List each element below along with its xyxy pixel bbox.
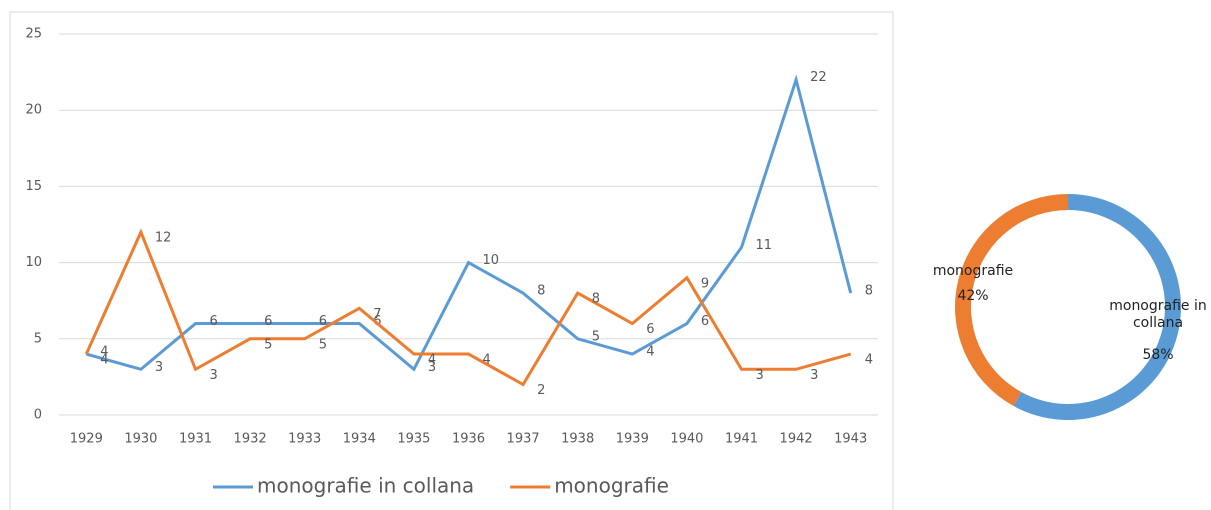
x-tick-label: 1937 (507, 432, 540, 447)
slice-name: monografie in collana (1109, 298, 1207, 331)
data-label: 3 (155, 360, 163, 375)
data-label: 8 (537, 284, 545, 299)
legend-label: monografie (554, 474, 669, 498)
data-label: 3 (810, 368, 818, 383)
x-tick-label: 1941 (725, 432, 758, 447)
x-tick-label: 1943 (834, 432, 867, 447)
donut-slice (955, 194, 1068, 407)
x-tick-label: 1933 (288, 432, 321, 447)
chart-frame (9, 11, 894, 510)
x-tick-label: 1934 (343, 432, 376, 447)
x-tick-label: 1942 (780, 432, 813, 447)
x-tick-label: 1930 (124, 432, 157, 447)
y-tick-label: 15 (25, 179, 42, 194)
legend-label: monografie in collana (257, 474, 474, 498)
x-tick-label: 1939 (616, 432, 649, 447)
slice-value: 58% (1142, 347, 1174, 363)
data-label: 9 (701, 276, 709, 291)
data-label: 6 (646, 322, 654, 337)
line-series (84, 228, 852, 387)
data-label: 10 (483, 253, 500, 268)
line-series (85, 74, 853, 372)
data-label: 6 (701, 314, 709, 329)
x-tick-label: 1929 (70, 432, 103, 447)
data-label: 6 (210, 314, 218, 329)
x-tick-label: 1935 (397, 432, 430, 447)
data-label: 6 (319, 314, 327, 329)
data-label: 7 (373, 307, 381, 322)
data-label: 2 (537, 383, 545, 398)
data-label: 5 (319, 337, 327, 352)
x-tick-label: 1931 (179, 432, 212, 447)
data-label: 4 (428, 353, 436, 368)
y-tick-label: 10 (25, 255, 42, 270)
slice-value: 42% (957, 288, 989, 304)
data-label: 22 (810, 70, 827, 85)
x-tick-label: 1936 (452, 432, 485, 447)
data-label: 3 (428, 360, 436, 375)
data-label: 4 (483, 353, 491, 368)
y-tick-label: 25 (25, 27, 42, 42)
data-label: 5 (592, 329, 600, 344)
y-tick-label: 20 (25, 103, 42, 118)
data-label: 6 (264, 314, 272, 329)
data-label: 3 (210, 368, 218, 383)
y-tick-label: 5 (34, 331, 42, 346)
data-label: 4 (100, 345, 108, 360)
data-label: 5 (264, 337, 272, 352)
x-tick-label: 1932 (234, 432, 267, 447)
x-tick-label: 1940 (670, 432, 703, 447)
data-label: 11 (756, 238, 773, 253)
data-label: 4 (100, 353, 108, 368)
data-label: 4 (865, 353, 873, 368)
x-tick-label: 1938 (561, 432, 594, 447)
donut-slice (1013, 194, 1181, 421)
data-label: 12 (155, 231, 172, 246)
data-label: 3 (756, 368, 764, 383)
slice-name: monografie (932, 263, 1014, 279)
data-label: 8 (865, 284, 873, 299)
y-tick-label: 0 (34, 408, 42, 423)
data-label: 4 (646, 345, 654, 360)
data-label: 8 (592, 292, 600, 307)
